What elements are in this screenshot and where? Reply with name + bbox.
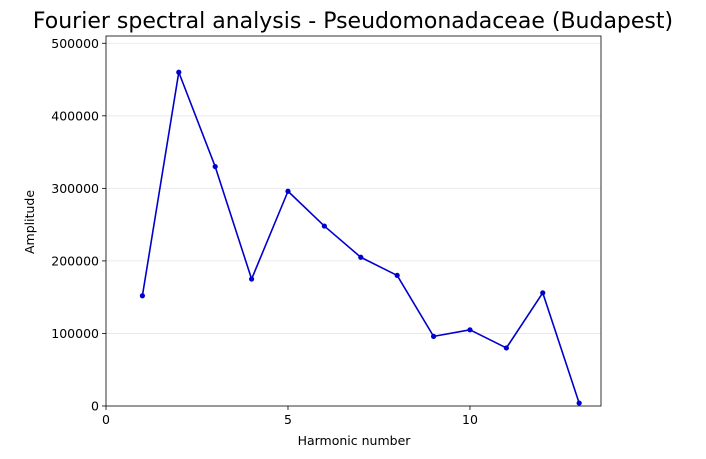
axes: [105, 35, 602, 407]
data-point-0-7: [394, 272, 400, 279]
grid: [106, 42, 601, 334]
ticks: 0 100000 200000 300000 400000 500000 0 5 10: [51, 36, 478, 427]
data-point-0-0: [139, 293, 145, 299]
y-tick-label-2: 200000: [51, 253, 99, 268]
y-tick-label-0: 0: [91, 399, 99, 414]
x-axis-label: Harmonic number: [298, 433, 412, 448]
data-point-0-9: [467, 327, 473, 333]
series-line-0: [141, 71, 580, 404]
series: [139, 69, 582, 406]
plot-frame: [105, 35, 602, 407]
data-point-0-8: [430, 333, 437, 339]
data-point-0-5: [321, 223, 327, 229]
x-tick-label-2: 10: [462, 412, 478, 427]
y-axis-label: Amplitude: [22, 190, 37, 254]
data-point-0-12: [576, 400, 582, 406]
data-point-0-6: [358, 254, 364, 260]
data-point-0-4: [285, 188, 291, 194]
data-point-0-11: [540, 290, 546, 296]
data-point-0-2: [212, 163, 218, 170]
x-tick-label-1: 5: [284, 412, 292, 427]
y-tick-label-5: 500000: [51, 36, 99, 51]
data-point-0-1: [176, 69, 182, 75]
x-tick-label-0: 0: [102, 412, 110, 427]
y-tick-label-3: 300000: [51, 181, 99, 196]
y-tick-label-1: 100000: [51, 326, 99, 341]
chart-title: Fourier spectral analysis - Pseudomonada…: [33, 9, 673, 34]
y-tick-label-4: 400000: [51, 108, 99, 123]
data-point-0-10: [503, 345, 509, 351]
data-point-0-3: [248, 276, 255, 282]
